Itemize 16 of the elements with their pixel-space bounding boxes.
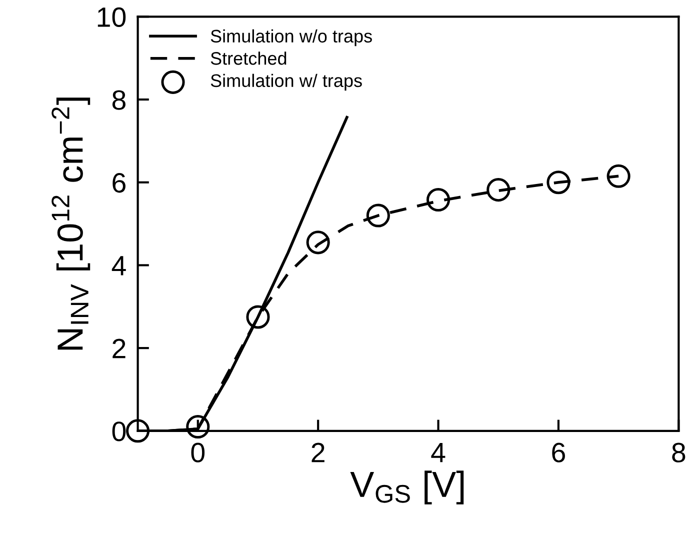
x-tick-label: 4 bbox=[431, 443, 446, 462]
legend-label: Simulation w/ traps bbox=[210, 74, 362, 91]
legend-label: Stretched bbox=[210, 52, 286, 65]
y-tick-label: 2 bbox=[112, 338, 126, 358]
x-tick-label: 6 bbox=[552, 442, 565, 462]
y-tick-label: 6 bbox=[112, 173, 126, 193]
y-tick-label: 8 bbox=[112, 90, 126, 110]
x-tick-label: 8 bbox=[672, 442, 686, 462]
x-tick-label: 2 bbox=[312, 442, 324, 462]
y-tick-label: 10 bbox=[98, 7, 126, 28]
x-tick-label: 0 bbox=[191, 442, 205, 462]
legend-label: Simulation w/o traps bbox=[210, 29, 372, 46]
x-axis-title: V$_{GS}$ [V] bbox=[350, 470, 464, 504]
y-tick-label: 4 bbox=[112, 256, 126, 276]
y-axis-title: N$_{INV}$ [10$^{12}$ cm$^{−2}$] bbox=[52, 98, 90, 350]
y-tick-label: 0 bbox=[112, 422, 126, 442]
